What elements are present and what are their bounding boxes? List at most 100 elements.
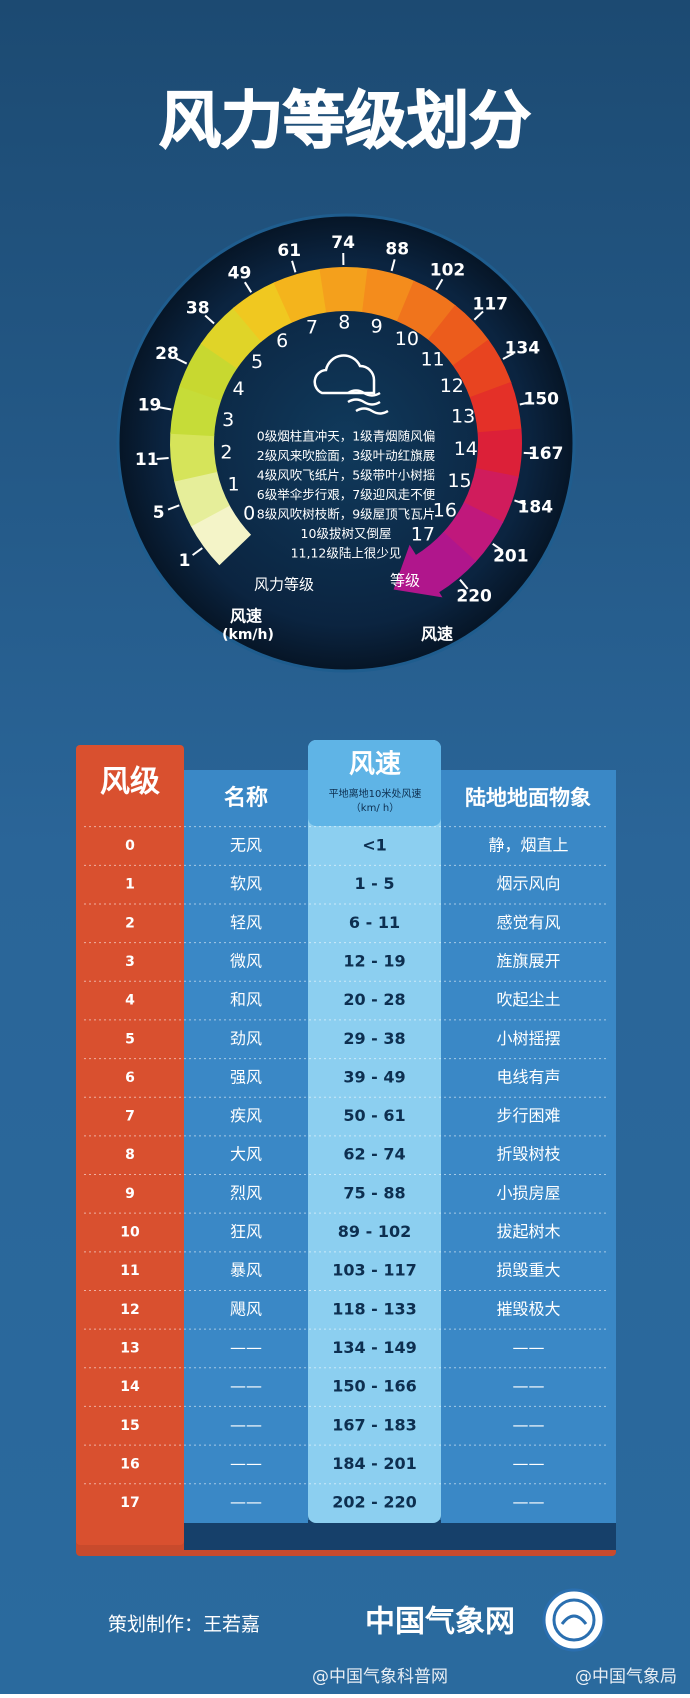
table-cell: 大风	[230, 1145, 262, 1164]
gauge-label: 风速	[230, 607, 262, 626]
table-cell: <1	[362, 836, 387, 855]
table-cell: ——	[513, 1415, 545, 1434]
gauge-speed: 220	[456, 587, 492, 607]
table-cell: 118 - 133	[332, 1299, 417, 1318]
table-cell: 烈风	[230, 1183, 262, 1202]
gauge-level: 17	[411, 524, 435, 546]
gauge-level: 8	[338, 312, 350, 334]
gauge-speed: 1	[179, 551, 191, 571]
title: 风力等级划分	[159, 84, 531, 157]
table-cell: 75 - 88	[343, 1183, 405, 1202]
table-cell: ——	[230, 1338, 262, 1357]
table-cell: 15	[120, 1418, 139, 1434]
gauge-level: 2	[220, 442, 232, 464]
table-cell: 39 - 49	[343, 1067, 405, 1086]
gauge-speed: 150	[524, 390, 560, 410]
table-cell: 1 - 5	[354, 874, 394, 893]
table-cell: 强风	[230, 1067, 262, 1086]
table-cell: 静，烟直上	[488, 836, 568, 855]
gauge-speed: 102	[430, 261, 466, 281]
table-cell: 202 - 220	[332, 1493, 417, 1512]
gauge-speed: 134	[505, 339, 541, 359]
gauge-speed: 201	[493, 546, 529, 566]
table-cell: 14	[120, 1379, 140, 1395]
logo	[544, 1590, 604, 1650]
table-cell: 1	[125, 877, 135, 893]
table-cell: ——	[230, 1415, 262, 1434]
gauge-speed: 167	[528, 444, 564, 464]
header: 陆地地面物象	[465, 786, 591, 810]
table-cell: ——	[513, 1493, 545, 1512]
table-cell: ——	[230, 1377, 262, 1396]
table-cell: 20 - 28	[343, 990, 405, 1009]
gauge-level: 11	[420, 348, 444, 370]
footer-brand: 中国气象网	[365, 1605, 515, 1640]
table-cell: 5	[125, 1031, 135, 1047]
gauge-description: 6级举伞步行艰，7级迎风走不便	[257, 487, 436, 502]
table-cell: 疾风	[230, 1106, 262, 1125]
table-cell: 2	[125, 915, 135, 931]
table-cell: 9	[125, 1186, 135, 1202]
table-cell: 小损房屋	[496, 1183, 560, 1202]
table-cell: 103 - 117	[332, 1261, 417, 1280]
table-cell: 6	[125, 1070, 135, 1086]
table-cell: 折毁树枝	[496, 1145, 560, 1164]
gauge-level: 0	[243, 502, 255, 524]
table-cell: 0	[125, 838, 135, 854]
gauge-level: 1	[228, 474, 240, 496]
gauge-description: 2级风来吹脸面，3级叶动红旗展	[257, 448, 435, 463]
gauge-speed: 19	[138, 395, 162, 415]
gauge-label: 等级	[390, 572, 420, 590]
watermark: @中国气象科普网	[312, 1667, 448, 1687]
watermark: @中国气象局	[575, 1667, 677, 1687]
gauge-level: 4	[233, 378, 245, 400]
table-cell: 暴风	[230, 1261, 262, 1280]
gauge-speed: 184	[518, 498, 554, 518]
table-cell: ——	[513, 1454, 545, 1473]
table-cell: 16	[120, 1456, 139, 1472]
table-cell: 步行困难	[496, 1106, 560, 1125]
gauge-speed: 28	[155, 344, 179, 364]
gauge-description: 10级拔树又倒屋	[301, 526, 392, 541]
gauge-speed: 11	[135, 450, 159, 470]
table-cell: 烟示风向	[496, 874, 560, 893]
gauge-speed: 117	[473, 294, 509, 314]
speed-column	[308, 740, 441, 1523]
table-cell: 吹起尘土	[496, 990, 560, 1009]
table-cell: 12 - 19	[343, 951, 405, 970]
table-shadow	[184, 1520, 616, 1550]
table-cell: 3	[125, 954, 135, 970]
gauge-level: 10	[395, 328, 419, 350]
table-cell: 62 - 74	[343, 1145, 405, 1164]
gauge-speed: 5	[153, 503, 165, 523]
table-cell: 10	[120, 1225, 140, 1241]
header: 名称	[224, 785, 268, 811]
table-cell: 劲风	[230, 1029, 262, 1048]
table-cell: 50 - 61	[343, 1106, 405, 1125]
gauge-label: 风速	[421, 625, 453, 644]
gauge-speed: 74	[331, 233, 355, 253]
table-cell: 飓风	[230, 1299, 262, 1318]
gauge-speed: 61	[277, 241, 301, 261]
table-cell: 狂风	[230, 1222, 262, 1241]
table-cell: 软风	[230, 874, 262, 893]
gauge-band	[319, 267, 368, 313]
table-cell: 旌旗展开	[496, 951, 560, 970]
table-cell: 13	[120, 1340, 139, 1356]
gauge-level: 16	[433, 499, 457, 521]
gauge-level: 3	[222, 409, 234, 431]
table-cell: ——	[230, 1493, 262, 1512]
header: 风级	[100, 765, 160, 800]
header: 平地离地10米处风速	[329, 787, 422, 800]
gauge-speed: 38	[186, 299, 210, 319]
table-cell: 8	[125, 1147, 135, 1163]
table-cell: 电线有声	[496, 1067, 560, 1086]
gauge-level: 5	[251, 351, 263, 373]
gauge-level: 15	[447, 470, 471, 492]
table-cell: 损毁重大	[496, 1261, 560, 1280]
gauge-label: (km/h)	[222, 627, 274, 643]
header: 风速	[349, 750, 401, 780]
